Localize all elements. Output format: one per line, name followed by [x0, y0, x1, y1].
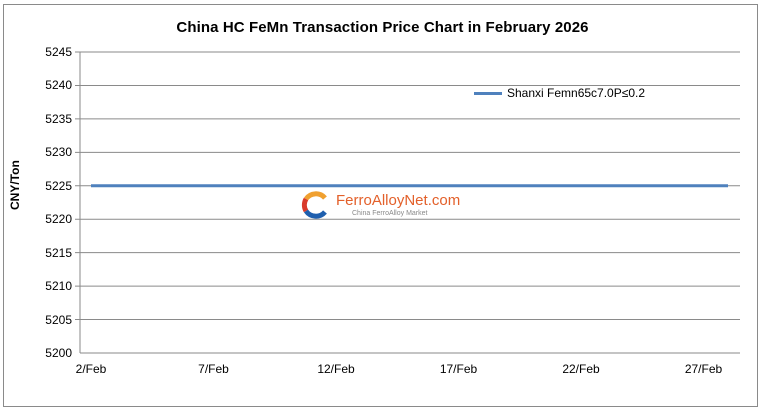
y-tick-label: 5245 — [45, 45, 72, 59]
y-tick-label: 5240 — [45, 78, 72, 93]
y-tick-label: 5230 — [45, 145, 72, 160]
y-tick-label: 5205 — [45, 312, 72, 327]
chart-frame — [3, 4, 758, 407]
y-tick-label: 5220 — [45, 212, 72, 227]
watermark: FerroAlloyNet.com China FerroAlloy Marke… — [300, 190, 460, 220]
legend-label: Shanxi Femn65c7.0P≤0.2 — [507, 86, 645, 100]
watermark-tagline: China FerroAlloy Market — [352, 210, 428, 217]
chart-title: China HC FeMn Transaction Price Chart in… — [176, 19, 589, 36]
x-tick-label: 12/Feb — [317, 362, 355, 376]
y-tick-label: 5215 — [45, 245, 72, 260]
watermark-brand: FerroAlloyNet.com — [336, 192, 461, 209]
x-tick-label: 22/Feb — [562, 362, 600, 376]
x-tick-label: 7/Feb — [198, 362, 229, 376]
y-tick-label: 5235 — [45, 111, 72, 126]
legend: Shanxi Femn65c7.0P≤0.2 — [474, 86, 645, 100]
y-tick-label: 5210 — [45, 279, 72, 294]
x-tick-label: 27/Feb — [684, 362, 723, 376]
ferroalloynet-logo-icon — [301, 191, 327, 219]
y-tick-label: 5200 — [45, 346, 72, 360]
x-tick-label: 17/Feb — [439, 362, 478, 376]
x-tick-label: 2/Feb — [75, 362, 107, 376]
legend-line-icon — [474, 91, 502, 95]
y-tick-label: 5225 — [45, 178, 72, 193]
